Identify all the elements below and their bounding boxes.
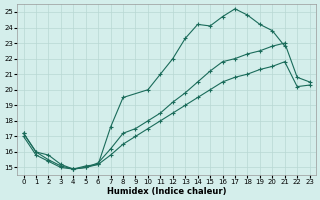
X-axis label: Humidex (Indice chaleur): Humidex (Indice chaleur) — [107, 187, 226, 196]
